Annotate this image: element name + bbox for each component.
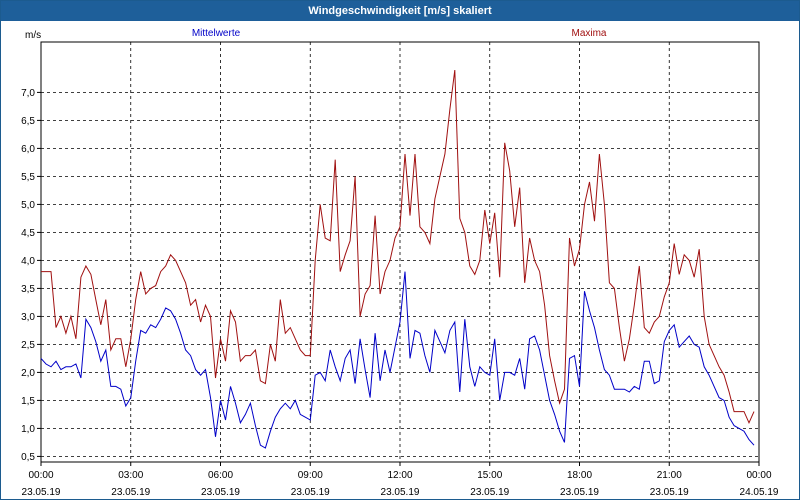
x-tick-date: 23.05.19 — [560, 487, 599, 498]
y-tick-label: 2,0 — [21, 368, 35, 379]
series-line-maxima — [41, 69, 755, 425]
x-tick-date: 23.05.19 — [381, 487, 420, 498]
x-tick-date: 23.05.19 — [470, 487, 509, 498]
y-tick-label: 3,0 — [21, 312, 35, 323]
x-tick-time: 00:00 — [746, 470, 771, 481]
y-tick-label: 4,0 — [21, 256, 35, 267]
x-tick-time: 06:00 — [208, 470, 233, 481]
x-tick-date: 24.05.19 — [740, 487, 779, 498]
y-tick-label: 7,0 — [21, 88, 35, 99]
x-axis: 00:00 23.05.19 03:00 23.05.19 06:00 23.05.19 0… — [22, 462, 779, 498]
x-tick-time: 18:00 — [567, 470, 592, 481]
y-tick-label: 4,5 — [21, 228, 35, 239]
x-tick-date: 23.05.19 — [291, 487, 330, 498]
y-tick-label: 6,5 — [21, 116, 35, 127]
y-tick-label: 6,0 — [21, 144, 35, 155]
window-title: Windgeschwindigkeit [m/s] skaliert — [1, 1, 799, 21]
x-tick-date: 23.05.19 — [650, 487, 689, 498]
y-tick-label: 5,5 — [21, 172, 35, 183]
y-tick-label: 3,5 — [21, 284, 35, 295]
x-tick-date: 23.05.19 — [22, 487, 61, 498]
x-tick-time: 09:00 — [298, 470, 323, 481]
y-tick-label: 5,0 — [21, 200, 35, 211]
x-tick-date: 23.05.19 — [111, 487, 150, 498]
legend-mittelwerte: Mittelwerte — [192, 28, 241, 39]
x-tick-time: 21:00 — [657, 470, 682, 481]
x-tick-time: 03:00 — [118, 470, 143, 481]
y-axis-label: m/s — [25, 30, 41, 41]
x-tick-time: 15:00 — [477, 470, 502, 481]
x-tick-date: 23.05.19 — [201, 487, 240, 498]
series-lines — [40, 69, 755, 449]
y-tick-label: 0,5 — [21, 452, 35, 463]
y-tick-label: 1,0 — [21, 424, 35, 435]
y-axis: 0,5 1,0 1,5 2,0 2,5 3,0 3,5 4,0 4,5 5,0 5,5 6,0 6,5 7… — [21, 88, 41, 463]
x-tick-time: 12:00 — [387, 470, 412, 481]
grid-lines — [41, 42, 759, 462]
x-tick-time: 00:00 — [28, 470, 53, 481]
chart-canvas: 0,5 1,0 1,5 2,0 2,5 3,0 3,5 4,0 4,5 5,0 5,5 6,0 6,5 7… — [21, 28, 779, 498]
y-tick-label: 2,5 — [21, 340, 35, 351]
legend-maxima: Maxima — [571, 28, 606, 39]
y-tick-label: 1,5 — [21, 396, 35, 407]
series-line-mittelwerte — [40, 271, 755, 449]
